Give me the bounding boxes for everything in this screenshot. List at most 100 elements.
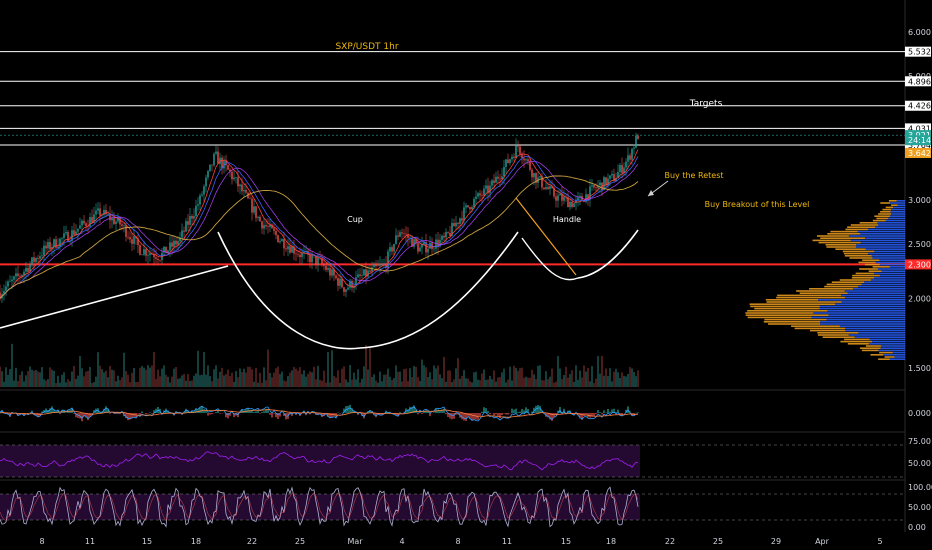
moving-average-line [0,160,639,299]
volume-bar [109,366,111,387]
x-tick-label: 18 [606,537,616,546]
macd-histogram-bar [515,408,517,413]
candle-body [57,246,59,248]
candle-body [323,263,325,266]
volume-bar [375,380,377,387]
volume-profile-up-bar [845,329,905,332]
candle-body [63,233,65,239]
candle-body [89,217,91,227]
volume-bar [405,368,407,387]
candle-body [51,247,53,250]
candle-body [357,274,359,278]
candle-body [241,184,243,192]
volume-bar [137,381,139,387]
candle-body [311,255,313,263]
volume-profile-down-bar [880,202,890,204]
volume-profile-up-bar [869,338,905,341]
candle-body [317,257,319,265]
candle-body [363,269,365,276]
candle-body [287,246,289,250]
volume-bar [267,349,269,387]
level-tag-label: 4.031 [908,124,931,133]
volume-bar [153,352,155,387]
candle-body [157,258,159,261]
volume-bar [611,381,613,387]
candle-body [347,287,349,290]
macd-histogram-bar [153,410,155,413]
volume-profile-down-bar [847,343,869,345]
uptrend-line [0,265,229,329]
candle-body [539,176,541,178]
level-tag-label: 4.426 [908,102,931,111]
volume-bar [303,370,305,387]
volume-profile-up-bar [878,224,905,226]
macd-histogram-bar [617,409,619,413]
candle-body [407,234,409,238]
volume-bar [579,370,581,387]
volume-bar [597,356,599,387]
candle-body [55,239,57,248]
volume-bar [73,365,75,387]
volume-profile-up-bar [893,206,905,209]
candle-body [105,210,107,215]
macd-histogram-bar [485,408,487,413]
candle-body [491,180,493,186]
candle-body [513,156,515,158]
cup-curve [217,231,519,350]
volume-profile-down-bar [768,323,821,325]
volume-profile-up-bar [879,263,905,266]
volume-profile-up-bar [841,294,905,297]
macd-histogram-bar [239,412,241,413]
volume-bar [133,367,135,387]
x-tick-label: 11 [502,537,512,546]
candle-body [485,185,487,189]
candle-body [23,271,25,276]
candle-body [231,171,233,180]
volume-bar [331,350,333,387]
candle-body [617,171,619,179]
volume-bar [533,374,535,387]
macd-histogram-bar [279,413,281,417]
volume-profile-down-bar [872,266,890,268]
candle-body [507,159,509,163]
macd-histogram-bar [349,404,351,413]
candle-body [547,187,549,189]
volume-profile-up-bar [872,257,905,259]
volume-bar [485,379,487,387]
candle-body [85,223,87,226]
volume-profile-up-bar [819,305,905,308]
volume-bar [517,370,519,387]
macd-histogram-bar [615,411,617,413]
macd-histogram-bar [511,408,513,413]
macd-histogram-bar [195,408,197,413]
macd-histogram-bar [625,409,627,413]
volume-profile-down-bar [791,325,840,327]
volume-profile-down-bar [817,332,859,334]
volume-bar [23,381,25,387]
volume-bar [155,378,157,387]
candle-body [465,205,467,208]
volume-bar [61,374,63,387]
volume-bar [123,352,125,387]
volume-profile-up-bar [845,327,905,330]
volume-bar [357,369,359,387]
volume-profile-down-bar [799,292,848,294]
macd-histogram-bar [451,413,453,420]
candle-body [303,251,305,253]
macd-histogram-bar [267,409,269,413]
candle-body [345,289,347,292]
macd-histogram-bar [339,413,341,414]
volume-profile-down-bar [818,241,861,244]
volume-profile-down-bar [855,272,875,275]
volume-bar [187,374,189,387]
candle-body [635,135,637,148]
macd-histogram-bar [539,405,541,413]
macd-histogram-bar [381,413,383,416]
stoch-band [0,494,640,520]
level-tag [905,259,931,270]
candle-body [339,278,341,286]
volume-bar [275,368,277,387]
macd-histogram-bar [277,413,279,420]
candle-body [473,198,475,208]
candle-body [211,164,213,166]
